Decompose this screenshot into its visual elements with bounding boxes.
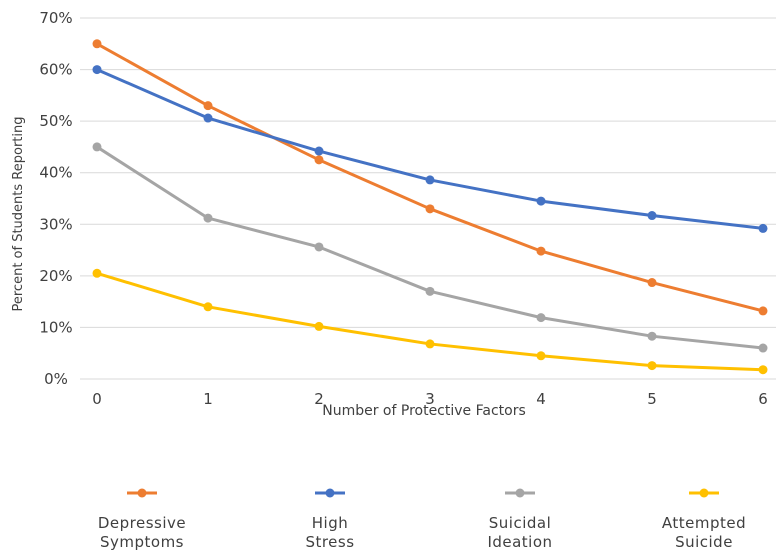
data-point [536, 351, 546, 361]
x-axis-ticks: 0 1 2 3 4 5 6 [92, 390, 768, 408]
legend-label: High [312, 514, 348, 532]
data-point [203, 302, 213, 312]
legend-label: Ideation [487, 533, 552, 551]
data-point [203, 213, 213, 223]
x-tick-label: 4 [536, 390, 546, 408]
data-point [647, 278, 657, 288]
data-point [425, 339, 435, 349]
x-tick-label: 1 [203, 390, 213, 408]
data-point [203, 101, 213, 111]
y-axis-title: Percent of Students Reporting [11, 117, 26, 312]
y-tick-label: 10% [39, 318, 72, 336]
legend-label: Symptoms [100, 533, 184, 551]
data-point [314, 321, 324, 331]
data-point [758, 343, 768, 353]
y-tick-label: 50% [39, 112, 72, 130]
legend-label: Attempted [662, 514, 746, 532]
x-axis-title: Number of Protective Factors [322, 403, 526, 419]
legend-label: Suicide [675, 533, 733, 551]
legend-swatch-marker [515, 488, 525, 498]
x-tick-label: 5 [647, 390, 657, 408]
data-point [425, 204, 435, 214]
data-point [92, 268, 102, 278]
x-tick-label: 0 [92, 390, 102, 408]
data-point [425, 175, 435, 185]
legend-label: Depressive [98, 514, 186, 532]
y-tick-label: 70% [39, 9, 72, 27]
data-point [92, 65, 102, 75]
x-tick-label: 3 [425, 390, 435, 408]
data-point [536, 313, 546, 323]
data-point [758, 306, 768, 316]
data-point [758, 365, 768, 375]
series-lines [92, 39, 768, 375]
data-point [314, 146, 324, 156]
y-tick-label: 30% [39, 215, 72, 233]
data-point [647, 361, 657, 371]
data-point [536, 196, 546, 206]
legend-swatch-marker [699, 488, 709, 498]
data-point [314, 155, 324, 165]
data-point [647, 331, 657, 341]
x-tick-label: 6 [758, 390, 768, 408]
gridlines [80, 17, 776, 380]
legend-swatch-marker [325, 488, 335, 498]
legend-label: Stress [305, 533, 354, 551]
data-point [425, 286, 435, 296]
data-point [314, 242, 324, 252]
y-axis-ticks: 0% 10% 20% 30% 40% 50% 60% 70% [39, 9, 72, 388]
x-tick-label: 2 [314, 390, 324, 408]
legend-label: Suicidal [489, 514, 552, 532]
data-point [203, 113, 213, 123]
data-point [92, 39, 102, 49]
data-point [536, 246, 546, 256]
y-tick-label: 20% [39, 267, 72, 285]
y-tick-label: 0% [44, 370, 68, 388]
data-point [758, 223, 768, 233]
y-tick-label: 40% [39, 164, 72, 182]
data-point [92, 142, 102, 152]
data-point [647, 211, 657, 221]
legend-swatch-marker [137, 488, 147, 498]
y-tick-label: 60% [39, 61, 72, 79]
